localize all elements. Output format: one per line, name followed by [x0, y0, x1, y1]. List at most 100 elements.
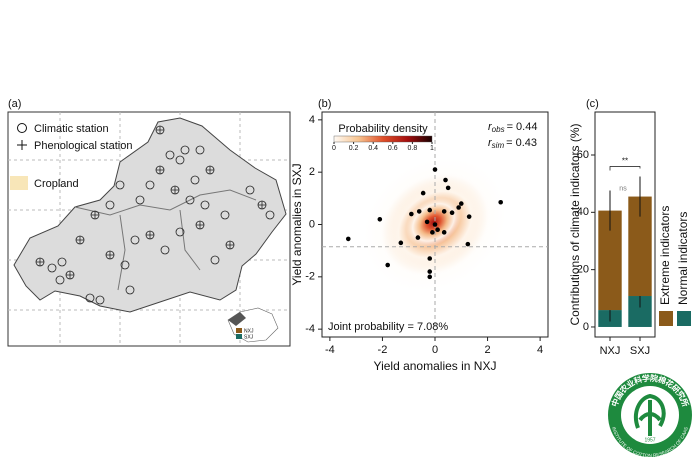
panel-label: (a) — [8, 98, 21, 110]
inset-legend-label: NXJ — [244, 328, 254, 334]
point — [456, 205, 461, 210]
station — [210, 255, 220, 265]
y-tick-label: 20 — [577, 264, 589, 276]
station — [146, 231, 154, 239]
point — [465, 241, 471, 247]
y-tick-label: -4 — [305, 323, 315, 335]
point — [424, 219, 430, 225]
legend-symbol — [17, 123, 27, 133]
point — [398, 240, 404, 246]
x-tick-label: 0 — [432, 344, 438, 356]
station — [165, 150, 175, 160]
station — [125, 285, 135, 295]
x-tick-label: SXJ — [630, 345, 650, 357]
bar — [598, 210, 622, 311]
significance-label: ns — [619, 185, 627, 192]
point — [420, 190, 426, 196]
station — [145, 180, 155, 190]
point — [443, 177, 448, 183]
annotation-subscript: obs — [492, 125, 505, 134]
legend-symbol — [17, 140, 27, 150]
colorbar-tick-label: 0.2 — [349, 145, 359, 152]
station — [226, 241, 234, 249]
x-tick-label: -2 — [378, 344, 388, 356]
station — [55, 275, 65, 285]
station — [115, 180, 125, 190]
inset-legend-swatch — [236, 334, 242, 339]
significance-bracket — [609, 166, 641, 171]
station — [57, 257, 67, 267]
point — [427, 207, 433, 213]
point — [427, 269, 433, 274]
border — [179, 209, 201, 271]
point — [498, 199, 503, 205]
bar — [628, 296, 652, 327]
point — [416, 209, 422, 214]
point — [432, 167, 438, 172]
point — [430, 230, 435, 235]
x-tick-label: 4 — [537, 344, 543, 356]
annotation: robs = 0.44 — [488, 121, 537, 134]
annotation-subscript: sim — [492, 141, 505, 150]
station — [200, 200, 210, 210]
station — [180, 145, 190, 155]
station — [76, 236, 84, 244]
annotation: rsim = 0.43 — [488, 137, 537, 150]
y-tick-label: 40 — [577, 206, 589, 218]
colorbar-tick-label: 0.6 — [388, 145, 398, 152]
colorbar-tick-label: 0 — [332, 145, 336, 152]
significance-label: ** — [622, 157, 628, 166]
x-axis-label: Yield anomalies in NXJ — [374, 359, 497, 373]
point — [345, 236, 351, 242]
border — [117, 214, 126, 291]
legend-swatch — [677, 311, 691, 326]
y-axis-label: Contributions of climate indicators (%) — [568, 123, 582, 325]
station — [171, 186, 179, 194]
colorbar — [333, 135, 433, 143]
point — [458, 201, 464, 206]
panel-label: (b) — [318, 98, 331, 110]
y-tick-label: 4 — [309, 114, 315, 126]
legend-symbol — [10, 176, 28, 190]
station — [245, 185, 255, 195]
point — [435, 227, 440, 233]
x-tick-label: 2 — [484, 344, 490, 356]
station — [190, 175, 200, 185]
point — [377, 216, 383, 222]
station — [175, 155, 185, 165]
station — [105, 200, 115, 210]
station — [130, 235, 140, 245]
logo-icon — [633, 393, 666, 436]
annotation-text: = 0.44 — [507, 121, 538, 133]
inset-region — [228, 312, 246, 326]
x-tick-label: -4 — [325, 344, 335, 356]
station — [258, 201, 266, 209]
annotation-symbol: r — [488, 137, 493, 149]
logo-year: 1957 — [644, 437, 655, 443]
station — [156, 166, 164, 174]
bar — [628, 196, 652, 297]
legend-label: Normal indicators — [676, 212, 690, 305]
legend-swatch — [659, 311, 673, 326]
colorbar-tick-label: 0.4 — [368, 145, 378, 152]
legend-label: Cropland — [34, 178, 79, 190]
colorbar-tick-label: 1 — [430, 145, 434, 152]
border — [74, 189, 257, 216]
station — [185, 195, 195, 205]
station — [91, 211, 99, 219]
colorbar-tick-label: 0.8 — [408, 145, 418, 152]
station — [196, 221, 204, 229]
station — [265, 210, 275, 220]
colorbar-title: Probability density — [338, 123, 428, 135]
station — [160, 245, 170, 255]
y-axis-label: Yield anomalies in SXJ — [290, 163, 304, 285]
region — [13, 117, 287, 313]
note: Joint probability = 7.08% — [328, 321, 448, 333]
station — [135, 195, 145, 205]
y-tick-label: 2 — [309, 166, 315, 178]
point — [441, 209, 447, 214]
panel-label: (c) — [586, 98, 599, 110]
legend-label: Extreme indicators — [658, 206, 672, 305]
annotation-text: = 0.43 — [506, 137, 537, 149]
